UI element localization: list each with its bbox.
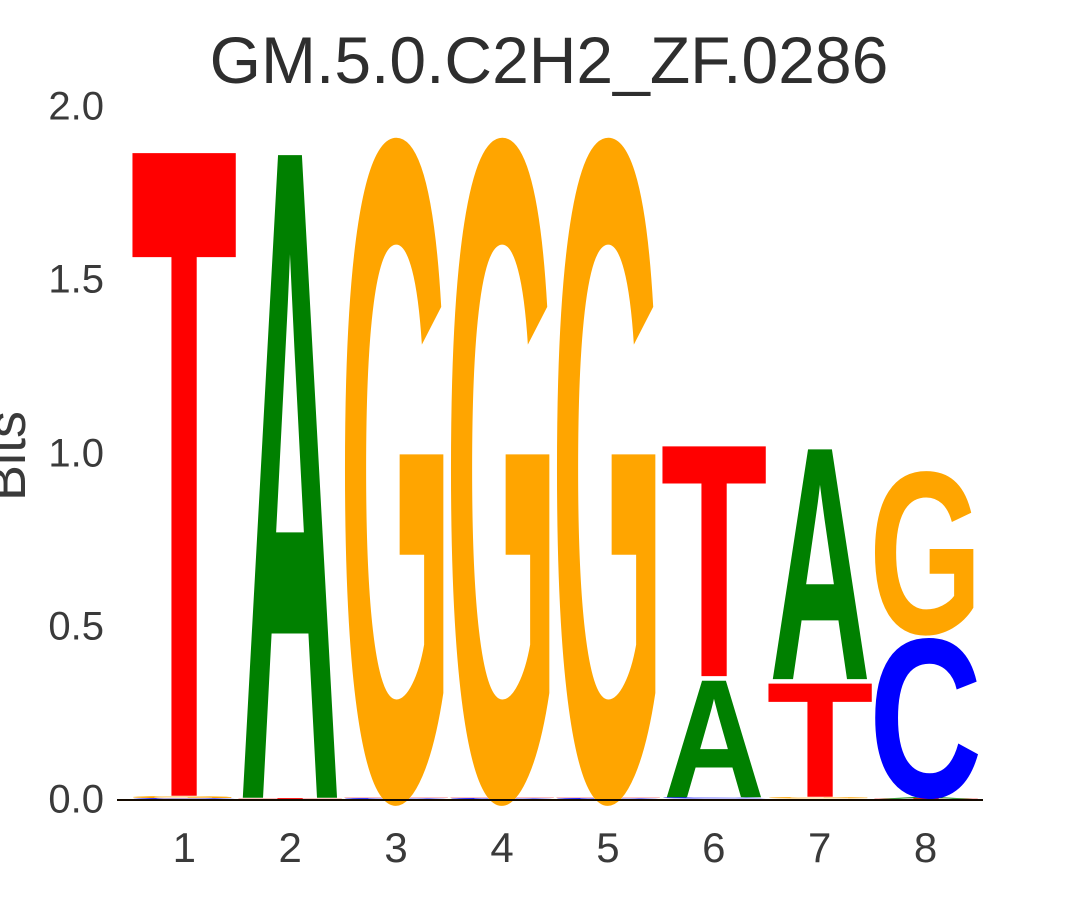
svg-text:T: T [766, 649, 873, 833]
svg-text:T: T [554, 796, 661, 799]
x-tick-label: 4 [490, 824, 514, 871]
y-tick-label: 2.0 [48, 84, 104, 129]
svg-text:C: C [657, 797, 771, 799]
svg-text:T: T [448, 796, 555, 799]
logo-letter-T-pos4: T [448, 796, 555, 799]
logo-letter-A-pos2: A [239, 0, 340, 900]
svg-text:G: G [445, 0, 558, 900]
svg-text:G: G [763, 797, 876, 799]
logo-letter-T-pos7: T [766, 649, 873, 833]
logo-letter-G-pos4: G [445, 0, 558, 900]
y-tick-label: 1.5 [48, 257, 104, 302]
x-tick-label: 5 [596, 824, 620, 871]
svg-text:G: G [339, 0, 452, 900]
logo-letter-T-pos6: T [660, 374, 767, 747]
logo-letter-G-pos3: G [339, 0, 452, 900]
logo-letter-C-pos1: C [127, 797, 241, 800]
logo-letter-T-pos5: T [554, 796, 661, 799]
logo-letter-G-pos5: G [551, 0, 664, 900]
svg-text:G: G [127, 795, 240, 798]
logo-letter-G-pos1: G [127, 795, 240, 798]
logo-letter-G-pos7: G [763, 797, 876, 799]
svg-text:T: T [660, 374, 767, 747]
x-tick-label: 2 [278, 824, 302, 871]
logo-letter-C-pos6: C [657, 797, 771, 799]
x-tick-label: 3 [384, 824, 408, 871]
logo-letter-C-pos8: C [868, 592, 982, 846]
svg-text:A: A [769, 378, 870, 751]
svg-text:A: A [663, 644, 764, 833]
logo-letter-T-pos1: T [131, 0, 238, 900]
svg-text:T: T [131, 0, 238, 900]
svg-text:G: G [869, 424, 982, 684]
y-tick-label: 1.0 [48, 431, 104, 475]
logo-letter-T-pos3: T [343, 796, 450, 799]
x-tick-label: 6 [702, 824, 726, 871]
x-tick-label: 1 [172, 824, 196, 871]
svg-text:A: A [875, 796, 976, 799]
svg-text:T: T [343, 796, 450, 799]
svg-text:C: C [127, 797, 241, 800]
page-title: GM.5.0.C2H2_ZF.0286 [209, 23, 889, 97]
y-tick-label: 0.0 [48, 777, 104, 822]
logo-letter-G-pos8: G [869, 424, 982, 684]
svg-text:C: C [868, 592, 982, 846]
svg-text:G: G [551, 0, 664, 900]
y-tick-label: 0.5 [48, 604, 104, 649]
svg-text:A: A [239, 0, 340, 900]
logo-letter-A-pos6: A [663, 644, 764, 833]
logo-letter-A-pos7: A [769, 378, 870, 751]
x-tick-label: 8 [913, 824, 938, 871]
x-axis-line [117, 799, 983, 801]
x-tick-label: 7 [808, 824, 832, 871]
logo-letter-A-pos8: A [875, 796, 976, 799]
